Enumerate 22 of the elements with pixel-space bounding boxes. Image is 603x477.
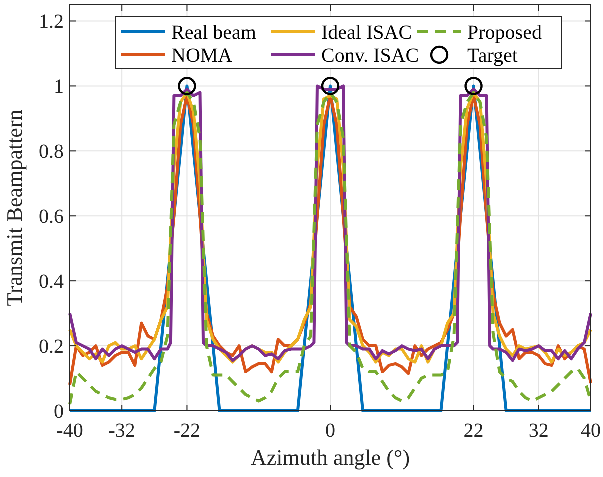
x-axis-title: Azimuth angle (°) [250, 445, 410, 470]
x-tick-label: 32 [528, 420, 549, 442]
y-tick-label: 0.6 [39, 206, 64, 228]
x-tick-label: -40 [56, 420, 84, 442]
x-tick-label: -22 [174, 420, 201, 442]
y-tick-label: 0.4 [39, 271, 64, 294]
x-tick-label: 40 [581, 420, 601, 442]
y-axis-title: Transmit Beampattern [2, 110, 27, 306]
y-tick-label: 0 [54, 401, 64, 423]
legend-label: NOMA [172, 45, 234, 67]
legend-label: Ideal ISAC [322, 22, 412, 44]
legend-label: Conv. ISAC [322, 45, 420, 67]
legend-label: Real beam [172, 22, 257, 44]
y-tick-label: 0.8 [39, 141, 64, 164]
y-tick-label: 0.2 [39, 336, 64, 358]
legend-label: Proposed [468, 22, 542, 44]
y-tick-label: 1.2 [39, 11, 64, 34]
y-tick-label: 1 [54, 76, 64, 98]
x-tick-label: -32 [108, 420, 136, 442]
legend-label: Target [468, 45, 518, 67]
x-tick-label: 22 [464, 420, 484, 442]
x-tick-label: 0 [326, 420, 336, 442]
